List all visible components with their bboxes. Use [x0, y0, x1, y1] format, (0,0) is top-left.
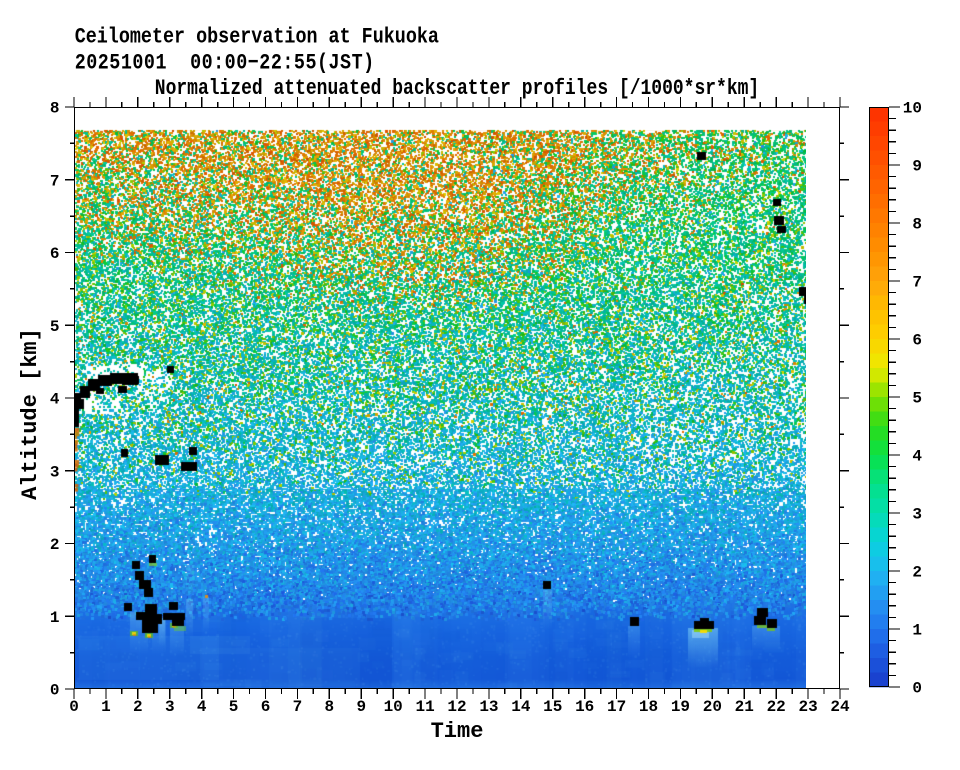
svg-text:22: 22: [767, 698, 786, 716]
svg-text:6: 6: [261, 698, 271, 716]
svg-text:Altitude [km]: Altitude [km]: [18, 328, 43, 500]
svg-text:16: 16: [575, 698, 594, 716]
svg-text:Normalized attenuated backscat: Normalized attenuated backscatter profil…: [155, 76, 759, 101]
svg-text:6: 6: [50, 245, 60, 263]
svg-text:2: 2: [133, 698, 143, 716]
svg-text:4: 4: [197, 698, 207, 716]
svg-text:10: 10: [903, 100, 922, 118]
svg-text:5: 5: [50, 318, 60, 336]
svg-text:3: 3: [165, 698, 175, 716]
svg-text:12: 12: [447, 698, 466, 716]
svg-text:14: 14: [511, 698, 531, 716]
svg-text:3: 3: [912, 506, 922, 524]
svg-text:6: 6: [912, 332, 922, 350]
svg-text:8: 8: [50, 100, 60, 118]
svg-text:5: 5: [229, 698, 239, 716]
svg-text:0: 0: [69, 698, 79, 716]
svg-text:3: 3: [50, 463, 60, 481]
svg-text:2: 2: [912, 564, 922, 582]
svg-text:Ceilometer observation at Fuku: Ceilometer observation at Fukuoka: [75, 25, 439, 50]
svg-text:1: 1: [912, 622, 922, 640]
svg-text:20: 20: [703, 698, 722, 716]
svg-text:2: 2: [50, 536, 60, 554]
svg-text:1: 1: [50, 609, 60, 627]
svg-text:Time: Time: [431, 719, 484, 744]
svg-text:0: 0: [912, 680, 922, 698]
svg-text:4: 4: [912, 448, 922, 466]
svg-text:5: 5: [912, 390, 922, 408]
svg-text:18: 18: [639, 698, 658, 716]
svg-text:11: 11: [415, 698, 434, 716]
svg-text:13: 13: [479, 698, 498, 716]
svg-text:1: 1: [101, 698, 111, 716]
svg-text:8: 8: [325, 698, 335, 716]
svg-text:23: 23: [798, 698, 817, 716]
svg-text:0: 0: [50, 682, 60, 700]
svg-text:9: 9: [912, 158, 922, 176]
svg-text:15: 15: [543, 698, 562, 716]
svg-text:7: 7: [293, 698, 303, 716]
svg-text:9: 9: [356, 698, 366, 716]
svg-text:20251001 00:00−22:55(JST): 20251001 00:00−22:55(JST): [75, 51, 375, 76]
svg-text:17: 17: [607, 698, 626, 716]
svg-text:10: 10: [384, 698, 403, 716]
svg-text:8: 8: [912, 216, 922, 234]
svg-text:19: 19: [671, 698, 690, 716]
svg-text:24: 24: [830, 698, 850, 716]
svg-text:7: 7: [912, 274, 922, 292]
svg-text:7: 7: [50, 172, 60, 190]
svg-text:21: 21: [735, 698, 754, 716]
svg-text:4: 4: [50, 391, 60, 409]
